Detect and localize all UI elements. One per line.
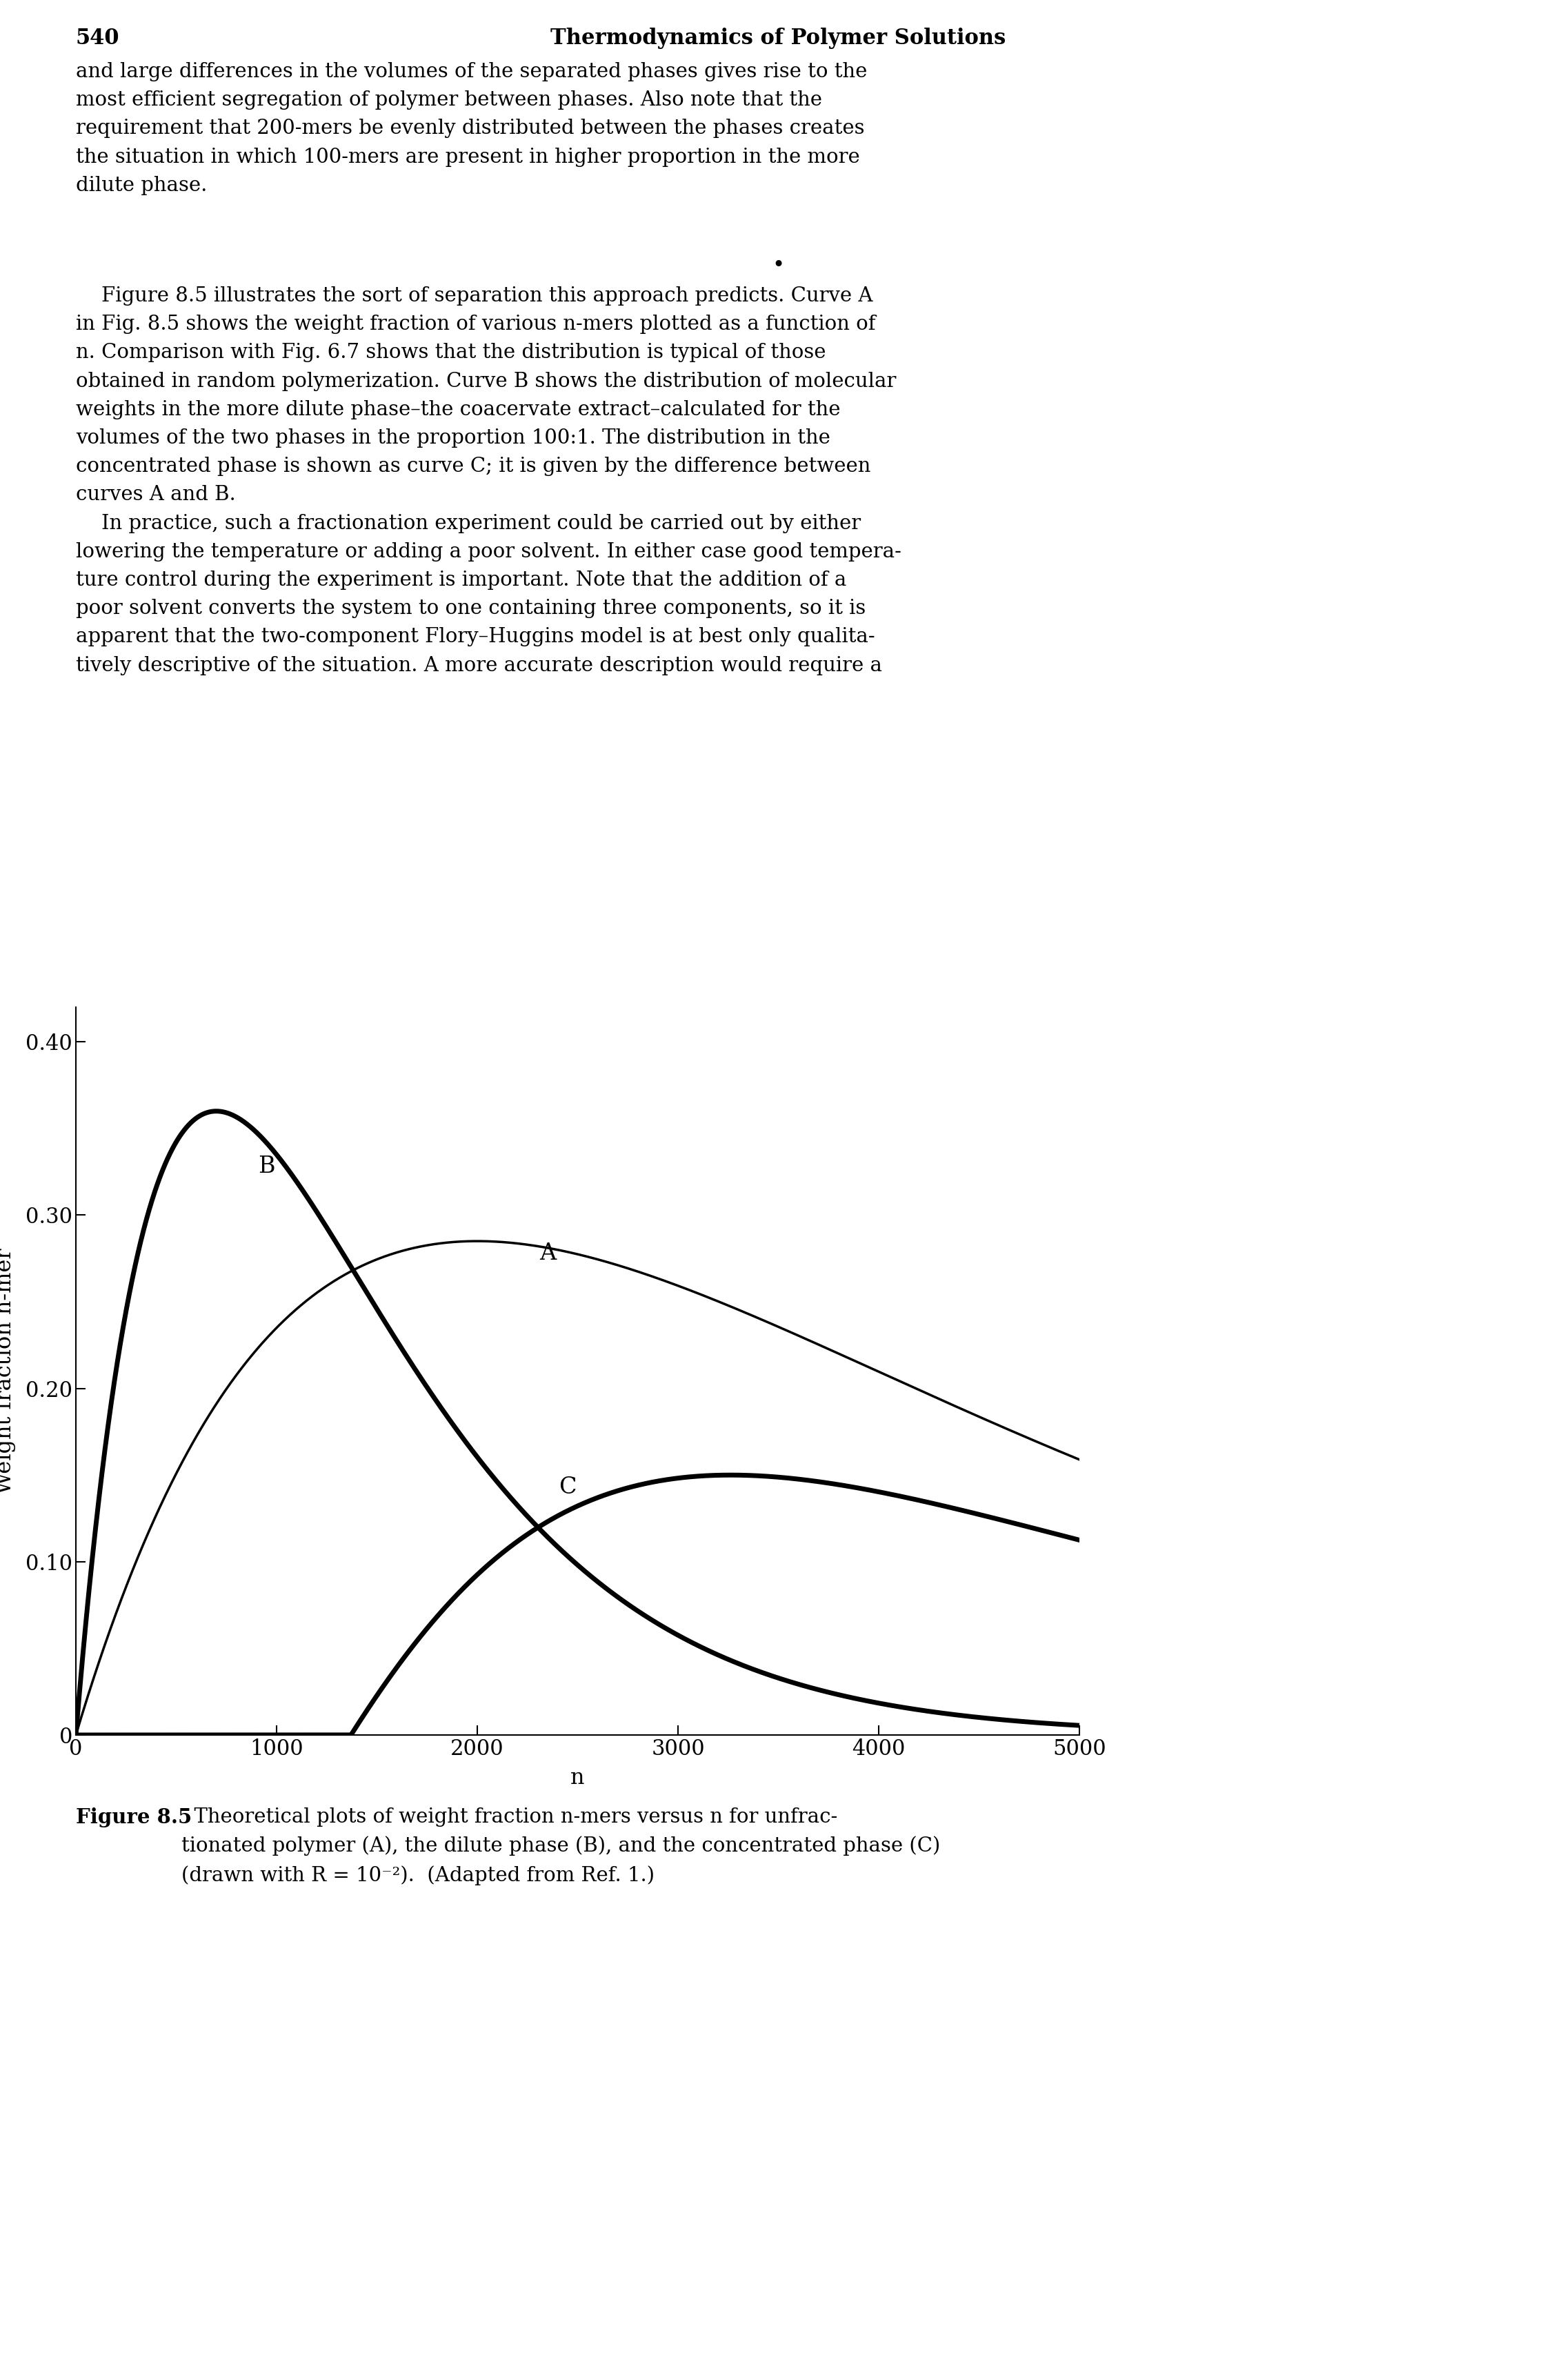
Text: •: • (772, 255, 784, 276)
Text: C: C (559, 1476, 576, 1499)
Text: B: B (258, 1157, 275, 1178)
Y-axis label: Weight fraction n-mer: Weight fraction n-mer (0, 1247, 16, 1495)
Text: A: A (540, 1242, 555, 1264)
Text: Thermodynamics of Polymer Solutions: Thermodynamics of Polymer Solutions (551, 29, 1005, 50)
Text: and large differences in the volumes of the separated phases gives rise to the
m: and large differences in the volumes of … (76, 62, 867, 195)
Text: 540: 540 (76, 29, 120, 50)
Text: Figure 8.5 illustrates the sort of separation this approach predicts. Curve A
in: Figure 8.5 illustrates the sort of separ… (76, 286, 901, 676)
Text: Theoretical plots of weight fraction n-mers versus n for unfrac-
tionated polyme: Theoretical plots of weight fraction n-m… (182, 1806, 940, 1885)
X-axis label: n: n (571, 1768, 585, 1790)
Text: Figure 8.5: Figure 8.5 (76, 1806, 191, 1828)
